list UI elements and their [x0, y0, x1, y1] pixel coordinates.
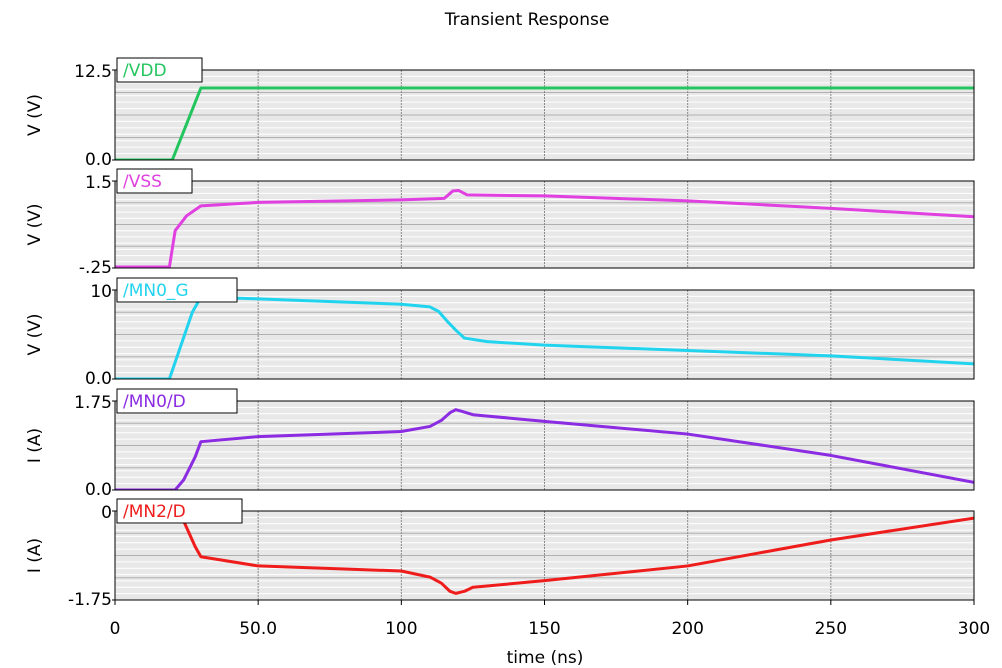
panel-frame	[114, 289, 975, 380]
x-tick-label: 0	[110, 619, 121, 639]
y-tick-label-top: 0	[101, 503, 112, 523]
x-tick-label: 100	[385, 619, 417, 639]
panel-frame	[114, 400, 975, 491]
x-tick-label: 200	[671, 619, 703, 639]
panel-4: /MN0/D 1.75 0.0 I (A)	[25, 388, 975, 500]
panel-1: /VDD 12.5 0.0 V (V)	[25, 57, 975, 170]
y-tick-label-bottom: 0.0	[85, 369, 112, 389]
series-line-1	[115, 86, 974, 160]
series-label: /VDD	[123, 61, 167, 81]
series-label: /MN0/D	[123, 392, 186, 412]
series-label-tab	[116, 277, 238, 303]
y-axis-label: V (V)	[25, 204, 45, 246]
series-line-2	[115, 188, 974, 268]
y-tick-label-top: 1.5	[85, 173, 112, 193]
y-tick-label-top: 10	[90, 282, 112, 302]
y-tick-label-bottom: -1.75	[68, 590, 112, 610]
series-label-tab	[116, 388, 238, 414]
chart-title: Transient Response	[444, 10, 610, 30]
series-label-tab	[116, 57, 203, 83]
series-label-tab	[116, 168, 193, 194]
panel-5: /MN2/D 0 -1.75 I (A)	[25, 498, 975, 610]
panel-frame	[114, 69, 975, 161]
panel-2: /VSS 1.5 -.25 V (V)	[25, 168, 975, 278]
series-label: /MN0_G	[123, 281, 189, 301]
y-axis-label: V (V)	[25, 94, 45, 136]
series-label-tab	[116, 498, 243, 524]
y-tick-label-top: 12.5	[74, 62, 112, 82]
x-tick-label: 250	[815, 619, 847, 639]
series-label: /VSS	[123, 172, 162, 192]
series-line-5	[177, 511, 974, 595]
series-line-4	[115, 408, 974, 490]
y-tick-label-bottom: -.25	[79, 258, 112, 278]
y-tick-label-bottom: 0.0	[85, 480, 112, 500]
panel-frame	[114, 180, 975, 269]
y-axis-label: V (V)	[25, 314, 45, 356]
x-tick-label: 50.0	[239, 619, 277, 639]
y-tick-label-top: 1.75	[74, 393, 112, 413]
y-axis-label: I (A)	[25, 428, 45, 463]
panel-3: /MN0_G 10 0.0 V (V)	[25, 277, 975, 389]
y-axis-label: I (A)	[25, 538, 45, 573]
series-label: /MN2/D	[123, 502, 186, 522]
y-tick-label-bottom: 0.0	[85, 150, 112, 170]
x-tick-label: 300	[958, 619, 990, 639]
x-axis-label: time (ns)	[507, 648, 584, 668]
x-tick-label: 150	[528, 619, 560, 639]
